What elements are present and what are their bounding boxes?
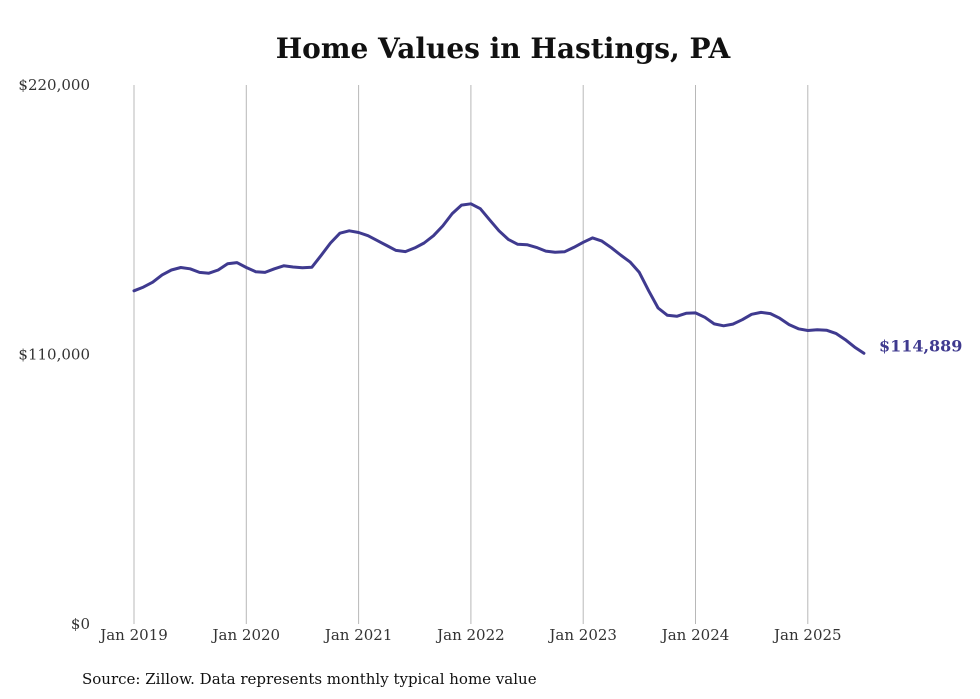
chart-title: Home Values in Hastings, PA — [276, 32, 732, 65]
x-tick-label: Jan 2023 — [547, 626, 617, 644]
y-tick-label: $0 — [71, 615, 90, 633]
y-tick-label: $220,000 — [18, 76, 90, 94]
y-axis-labels: $0 $110,000 $220,000 — [18, 76, 90, 633]
x-tick-label: Jan 2020 — [211, 626, 281, 644]
series-line — [132, 202, 866, 355]
gridlines — [133, 85, 809, 624]
x-tick-label: Jan 2025 — [772, 626, 842, 644]
y-tick-label: $110,000 — [18, 346, 90, 364]
source-note: Source: Zillow. Data represents monthly … — [82, 670, 537, 688]
end-value-label: $114,889 — [879, 336, 963, 355]
x-tick-label: Jan 2022 — [435, 626, 505, 644]
x-tick-label: Jan 2024 — [660, 626, 730, 644]
x-axis-labels: Jan 2019 Jan 2020 Jan 2021 Jan 2022 Jan 2023… — [98, 626, 841, 644]
x-tick-label: Jan 2021 — [323, 626, 393, 644]
x-tick-label: Jan 2019 — [98, 626, 168, 644]
series-group: $114,889 — [132, 202, 963, 355]
